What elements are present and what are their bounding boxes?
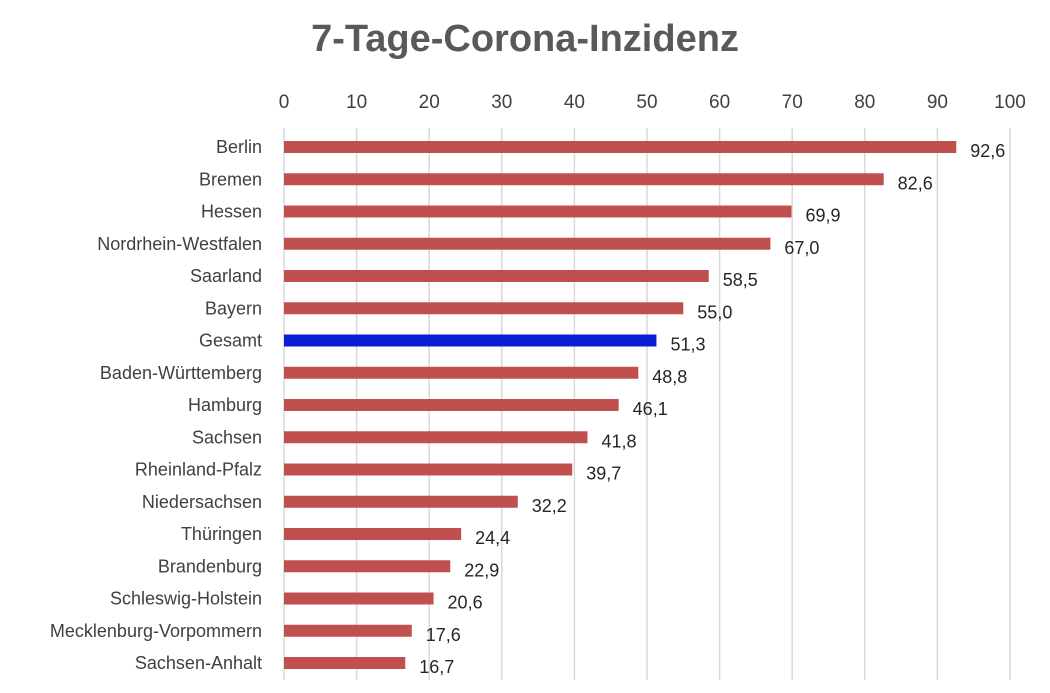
x-tick-label: 80 — [854, 92, 875, 113]
category-label: Sachsen — [192, 427, 262, 447]
category-label: Berlin — [216, 137, 262, 157]
value-label: 69,9 — [805, 206, 840, 226]
category-label: Schleswig-Holstein — [110, 589, 262, 609]
category-label: Thüringen — [181, 524, 262, 544]
category-label: Hamburg — [188, 395, 262, 415]
category-label: Gesamt — [199, 331, 262, 351]
value-label: 17,6 — [426, 625, 461, 645]
bar — [284, 141, 957, 153]
x-tick-labels: 0 10 20 30 40 50 60 70 80 90 100 — [279, 92, 1026, 113]
bar — [284, 657, 406, 669]
x-tick-label: 40 — [564, 92, 585, 113]
value-label: 46,1 — [633, 399, 668, 419]
chart-title: 7-Tage-Corona-Inzidenz — [311, 18, 739, 60]
bar — [284, 334, 657, 347]
value-label: 16,7 — [419, 657, 454, 677]
value-label: 58,5 — [723, 270, 758, 290]
value-labels: 92,6 82,6 69,9 67,0 58,5 55,0 51,3 48,8 46,1 41,8… — [419, 141, 1005, 677]
category-label: Nordrhein-Westfalen — [97, 234, 262, 254]
x-tick-label: 20 — [419, 92, 440, 113]
value-label: 67,0 — [784, 238, 819, 258]
bar — [284, 624, 412, 637]
category-label: Sachsen-Anhalt — [135, 653, 262, 673]
value-label: 55,0 — [697, 302, 732, 322]
x-tick-label: 90 — [927, 92, 948, 113]
category-label: Bremen — [199, 169, 262, 189]
category-label: Bayern — [205, 298, 262, 318]
category-label: Baden-Württemberg — [100, 363, 262, 383]
bar — [284, 560, 451, 573]
x-tick-label: 50 — [636, 92, 657, 113]
value-label: 51,3 — [670, 335, 705, 355]
category-label: Hessen — [201, 202, 262, 222]
value-label: 20,6 — [448, 593, 483, 613]
bar — [284, 399, 619, 411]
x-tick-label: 10 — [346, 92, 367, 113]
category-label: Rheinland-Pfalz — [135, 460, 262, 480]
value-label: 41,8 — [601, 431, 636, 451]
x-tick-label: 70 — [782, 92, 803, 113]
bar — [284, 205, 792, 218]
value-label: 22,9 — [464, 560, 499, 580]
x-tick-label: 30 — [491, 92, 512, 113]
value-label: 82,6 — [898, 173, 933, 193]
x-tick-label: 100 — [994, 92, 1026, 113]
bar — [284, 592, 434, 605]
bar — [284, 173, 884, 186]
bar — [284, 528, 462, 540]
value-label: 32,2 — [532, 496, 567, 516]
value-label: 24,4 — [475, 528, 510, 548]
bar — [284, 237, 771, 250]
category-label: Mecklenburg-Vorpommern — [50, 621, 262, 641]
value-label: 48,8 — [652, 367, 687, 387]
bar — [284, 302, 684, 315]
category-label: Saarland — [190, 266, 262, 286]
bar — [284, 366, 639, 379]
category-label: Brandenburg — [158, 556, 262, 576]
x-tick-label: 60 — [709, 92, 730, 113]
category-labels: Berlin Bremen Hessen Nordrhein-Westfalen Saa… — [50, 137, 262, 673]
category-label: Niedersachsen — [142, 492, 262, 512]
bar — [284, 495, 518, 508]
value-label: 92,6 — [970, 141, 1005, 161]
bars — [284, 141, 957, 669]
bar — [284, 270, 709, 282]
bar — [284, 463, 573, 476]
value-label: 39,7 — [586, 464, 621, 484]
bar — [284, 431, 588, 444]
x-tick-label: 0 — [279, 92, 290, 113]
